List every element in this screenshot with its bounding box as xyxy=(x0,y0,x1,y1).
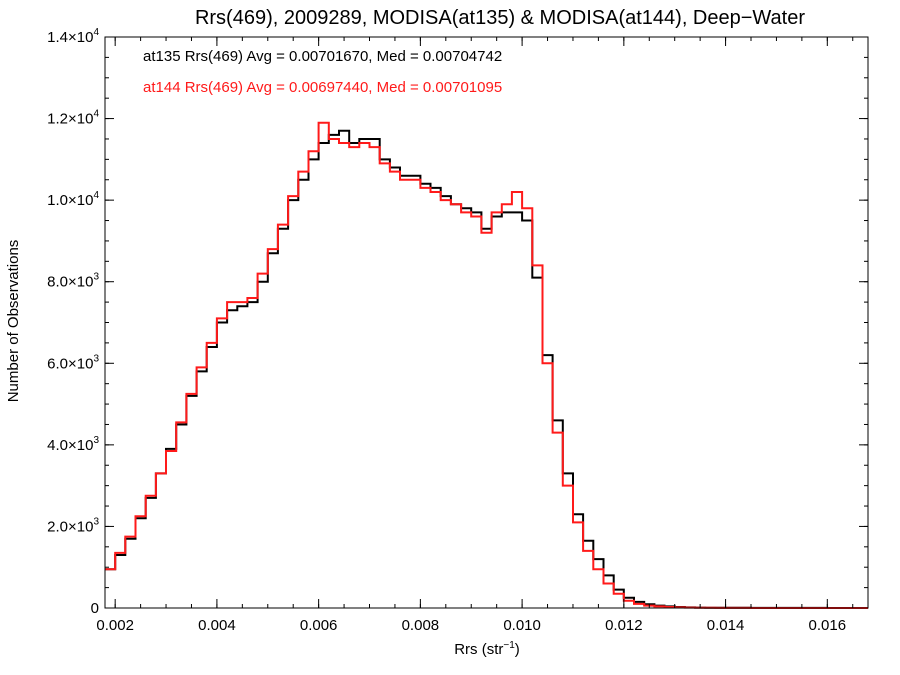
x-tick-label: 0.002 xyxy=(96,617,134,634)
y-tick-label: 2.0×103 xyxy=(47,516,99,535)
series-layer xyxy=(105,121,868,609)
legend-entry-at135: at135 Rrs(469) Avg = 0.00701670, Med = 0… xyxy=(143,48,502,65)
x-axis: 0.002 0.004 0.006 0.008 0.010 0.012 0.014 0.016 xyxy=(96,37,854,634)
y-tick-exponent: 4 xyxy=(93,190,99,201)
y-tick-label: 6.0×103 xyxy=(47,353,99,372)
legend: at135 Rrs(469) Avg = 0.00701670, Med = 0… xyxy=(143,48,502,96)
y-tick-exponent: 3 xyxy=(93,353,99,364)
y-tick-mantissa: 1.0×10 xyxy=(47,192,93,209)
chart-title: Rrs(469), 2009289, MODISA(at135) & MODIS… xyxy=(195,7,805,29)
y-tick-exponent: 4 xyxy=(93,109,99,120)
series-at135-line xyxy=(105,129,868,609)
y-axis: 02.0×1034.0×1036.0×1038.0×1031.0×1041.2×… xyxy=(47,27,868,617)
x-tick-label: 0.016 xyxy=(809,617,847,634)
x-axis-label-close: ) xyxy=(515,641,520,658)
y-tick-mantissa: 0 xyxy=(91,600,99,617)
y-tick-mantissa: 6.0×10 xyxy=(47,355,93,372)
x-tick-label: 0.008 xyxy=(402,617,440,634)
y-tick-exponent: 4 xyxy=(93,27,99,38)
x-axis-label: Rrs (str−1) xyxy=(454,640,520,658)
x-axis-label-main: Rrs (str xyxy=(454,641,503,658)
y-tick-mantissa: 8.0×10 xyxy=(47,274,93,291)
y-tick-label: 4.0×103 xyxy=(47,435,99,454)
x-tick-label: 0.010 xyxy=(503,617,541,634)
y-tick-mantissa: 1.2×10 xyxy=(47,111,93,128)
y-tick-label: 0 xyxy=(91,600,99,617)
x-tick-label: 0.012 xyxy=(605,617,643,634)
y-tick-exponent: 3 xyxy=(93,516,99,527)
y-tick-mantissa: 4.0×10 xyxy=(47,437,93,454)
x-tick-label: 0.004 xyxy=(198,617,236,634)
series-at144-line xyxy=(105,121,868,609)
y-tick-exponent: 3 xyxy=(93,435,99,446)
y-tick-label: 1.2×104 xyxy=(47,109,99,128)
y-tick-label: 1.0×104 xyxy=(47,190,99,209)
y-tick-exponent: 3 xyxy=(93,272,99,283)
y-tick-label: 8.0×103 xyxy=(47,272,99,291)
y-tick-label: 1.4×104 xyxy=(47,27,99,46)
x-tick-label: 0.014 xyxy=(707,617,745,634)
y-axis-label: Number of Observations xyxy=(5,240,22,403)
x-axis-label-sup: −1 xyxy=(503,640,515,651)
x-tick-label: 0.006 xyxy=(300,617,338,634)
y-tick-mantissa: 2.0×10 xyxy=(47,518,93,535)
y-tick-mantissa: 1.4×10 xyxy=(47,29,93,46)
legend-entry-at144: at144 Rrs(469) Avg = 0.00697440, Med = 0… xyxy=(143,79,502,96)
